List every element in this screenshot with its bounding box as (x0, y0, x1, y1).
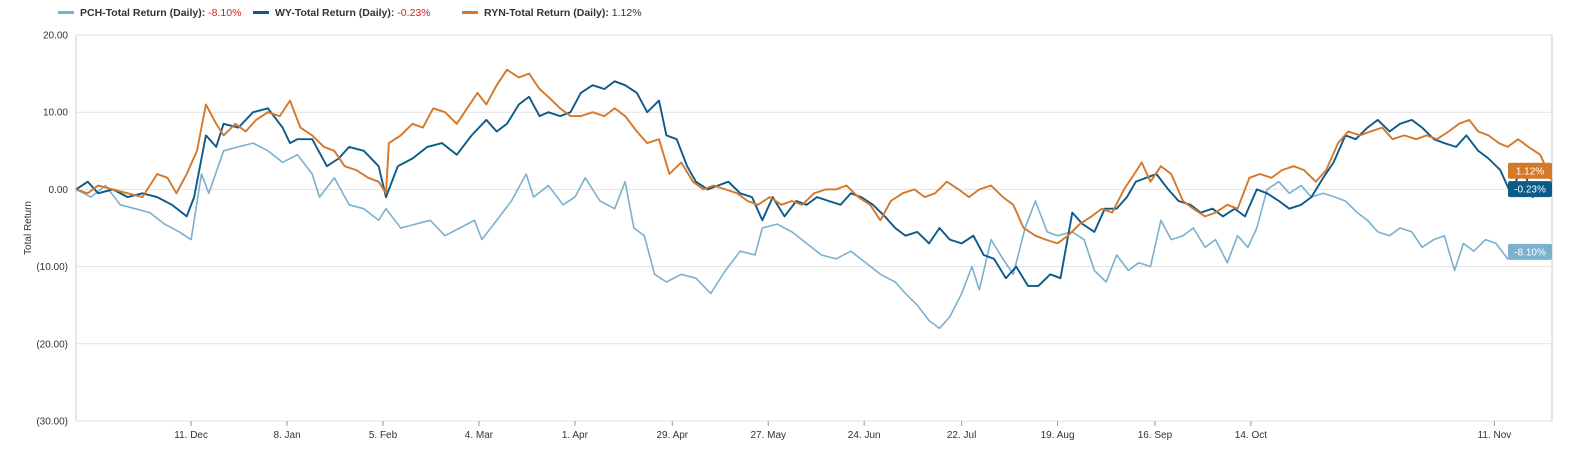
series-line-wy[interactable] (75, 80, 1553, 287)
x-tick-label: 14. Oct (1235, 430, 1267, 441)
x-tick-label: 27. May (750, 430, 786, 441)
legend-swatch-ryn (462, 11, 478, 14)
x-tick-label: 5. Feb (369, 430, 398, 441)
svg-text:RYN-Total Return (Daily): 1.12: RYN-Total Return (Daily): 1.12% (484, 7, 642, 19)
end-label-pch: -8.10% (1508, 243, 1552, 260)
series-line-pch[interactable] (75, 142, 1553, 330)
end-label-bg-ryn (1508, 162, 1552, 179)
y-tick-label: 10.00 (43, 108, 68, 119)
end-label-text-wy: -0.23% (1514, 185, 1546, 196)
end-label-bg-wy (1508, 181, 1552, 198)
x-tick-label: 22. Jul (947, 430, 976, 441)
legend-value-pch: -8.10% (208, 7, 241, 19)
y-axis: 20.00 10.00 0.00 (10.00) (20.00) (30.00) (36, 31, 68, 428)
series-line-ryn[interactable] (75, 68, 1553, 245)
svg-text:WY-Total Return (Daily): -0.23: WY-Total Return (Daily): -0.23% (275, 7, 431, 19)
end-label-ryn: 1.12% (1508, 162, 1552, 179)
x-tick-label: 1. Apr (562, 430, 589, 441)
legend-item-ryn[interactable]: RYN-Total Return (Daily): 1.12% (462, 7, 642, 19)
plot-frame (75, 34, 1553, 422)
x-tick-label: 11. Dec (174, 430, 208, 441)
y-axis-label: Total Return (23, 201, 34, 255)
y-tick-label: (10.00) (36, 262, 68, 273)
end-label-wy: -0.23% (1508, 181, 1552, 198)
x-tick-label: 4. Mar (465, 430, 494, 441)
grid (75, 34, 1553, 422)
legend-label-wy: WY-Total Return (Daily) (275, 7, 391, 19)
series-lines (75, 68, 1553, 330)
x-tick-label: 24. Jun (848, 430, 881, 441)
end-labels: 1.12% -0.23% -8.10% (1508, 162, 1552, 260)
legend: PCH-Total Return (Daily): -8.10% WY-Tota… (58, 7, 642, 19)
legend-label-ryn: RYN-Total Return (Daily) (484, 7, 605, 19)
y-tick-label: 20.00 (43, 31, 68, 42)
end-label-text-ryn: 1.12% (1516, 166, 1544, 177)
legend-swatch-wy (253, 11, 269, 14)
x-tick-label: 8. Jan (273, 430, 300, 441)
legend-swatch-pch (58, 11, 74, 14)
x-tick-label: 11. Nov (1478, 430, 1512, 441)
x-axis: 11. Dec 8. Jan 5. Feb 4. Mar 1. Apr 29. Apr 27… (174, 421, 1511, 441)
y-tick-label: (20.00) (36, 339, 68, 350)
legend-value-ryn: 1.12% (612, 7, 642, 19)
legend-item-wy[interactable]: WY-Total Return (Daily): -0.23% (253, 7, 431, 19)
legend-value-wy: -0.23% (397, 7, 430, 19)
end-label-text-pch: -8.10% (1514, 247, 1546, 258)
svg-text:PCH-Total Return (Daily): -8.1: PCH-Total Return (Daily): -8.10% (80, 7, 241, 19)
y-tick-label: 0.00 (49, 185, 69, 196)
x-tick-label: 29. Apr (656, 430, 688, 441)
legend-item-pch[interactable]: PCH-Total Return (Daily): -8.10% (58, 7, 241, 19)
x-tick-label: 16. Sep (1138, 430, 1173, 441)
y-tick-label: (30.00) (36, 417, 68, 428)
legend-label-pch: PCH-Total Return (Daily) (80, 7, 202, 19)
end-label-bg-pch (1508, 243, 1552, 260)
x-tick-label: 19. Aug (1041, 430, 1075, 441)
